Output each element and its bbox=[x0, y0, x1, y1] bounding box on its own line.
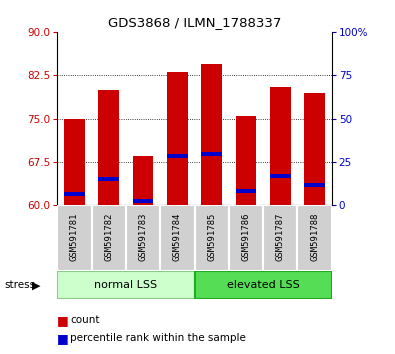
Text: ▶: ▶ bbox=[32, 281, 41, 291]
Bar bbox=[305, 183, 325, 187]
Text: ■: ■ bbox=[57, 332, 69, 344]
Bar bbox=[195, 271, 332, 299]
Bar bbox=[270, 175, 291, 178]
Bar bbox=[64, 119, 85, 205]
Bar bbox=[236, 189, 256, 193]
Bar bbox=[92, 205, 126, 271]
Bar bbox=[236, 116, 256, 205]
Text: percentile rank within the sample: percentile rank within the sample bbox=[70, 333, 246, 343]
Bar bbox=[98, 90, 119, 205]
Bar bbox=[270, 87, 291, 205]
Bar bbox=[98, 177, 119, 181]
Bar bbox=[305, 93, 325, 205]
Bar bbox=[201, 153, 222, 156]
Text: GSM591781: GSM591781 bbox=[70, 212, 79, 261]
Bar bbox=[133, 199, 153, 203]
Text: GSM591788: GSM591788 bbox=[310, 212, 319, 261]
Text: GSM591785: GSM591785 bbox=[207, 212, 216, 261]
Text: ■: ■ bbox=[57, 314, 69, 327]
Bar bbox=[201, 64, 222, 205]
Bar bbox=[64, 192, 85, 196]
Title: GDS3868 / ILMN_1788337: GDS3868 / ILMN_1788337 bbox=[108, 16, 281, 29]
Bar bbox=[160, 205, 195, 271]
Text: GSM591782: GSM591782 bbox=[104, 212, 113, 261]
Bar bbox=[167, 154, 188, 158]
Bar bbox=[57, 271, 195, 299]
Bar bbox=[297, 205, 332, 271]
Bar bbox=[195, 205, 229, 271]
Bar bbox=[126, 205, 160, 271]
Bar bbox=[229, 205, 263, 271]
Text: GSM591784: GSM591784 bbox=[173, 212, 182, 261]
Text: GSM591787: GSM591787 bbox=[276, 212, 285, 261]
Text: normal LSS: normal LSS bbox=[94, 280, 158, 290]
Text: GSM591786: GSM591786 bbox=[241, 212, 250, 261]
Bar bbox=[57, 205, 92, 271]
Text: GSM591783: GSM591783 bbox=[139, 212, 148, 261]
Text: stress: stress bbox=[4, 280, 35, 290]
Bar bbox=[263, 205, 297, 271]
Text: elevated LSS: elevated LSS bbox=[227, 280, 299, 290]
Bar bbox=[167, 72, 188, 205]
Bar bbox=[133, 156, 153, 205]
Text: count: count bbox=[70, 315, 100, 325]
